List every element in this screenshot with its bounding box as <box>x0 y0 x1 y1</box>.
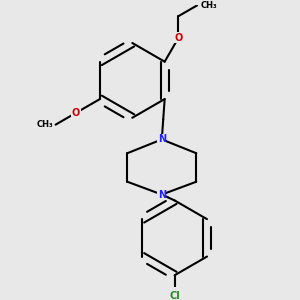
Text: N: N <box>158 190 166 200</box>
Text: O: O <box>72 108 80 118</box>
Text: O: O <box>174 33 183 43</box>
Text: CH₃: CH₃ <box>37 120 54 129</box>
Text: CH₃: CH₃ <box>200 1 217 10</box>
Text: N: N <box>158 134 166 144</box>
Text: Cl: Cl <box>169 291 180 300</box>
